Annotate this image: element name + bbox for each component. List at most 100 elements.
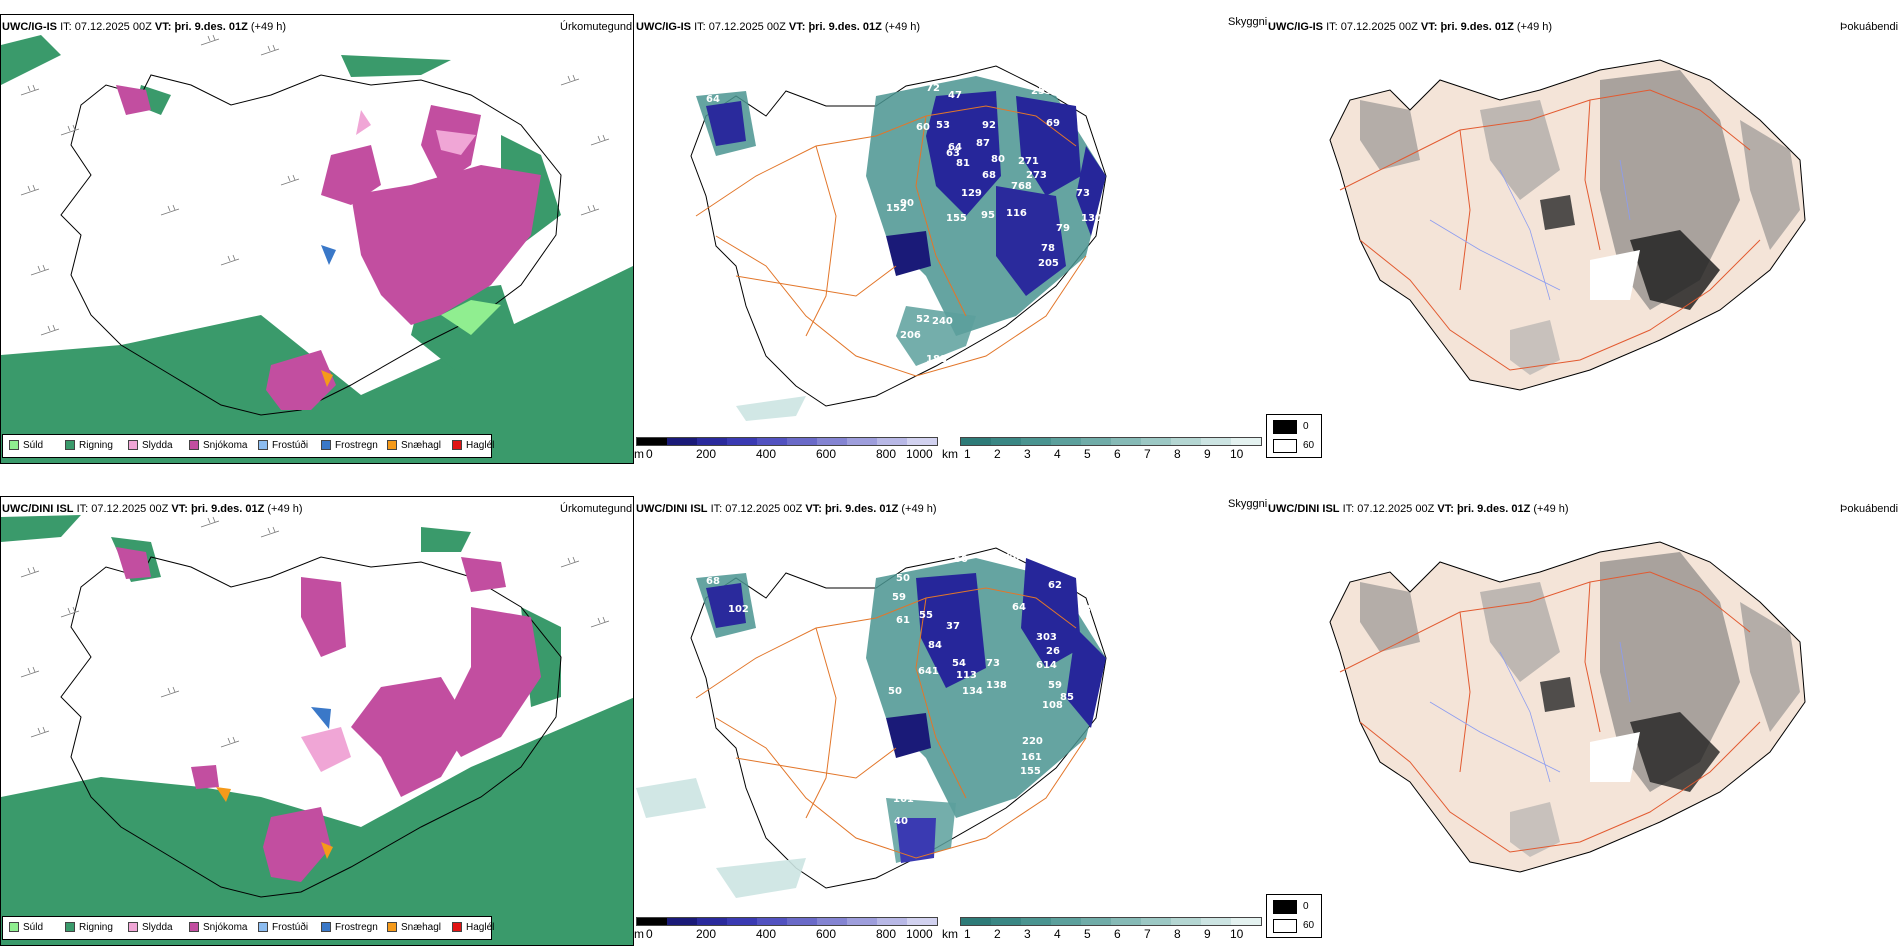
cloud-visibility-map: 104 68 68 102 50 59 61 55 84 641 37 60 80 64 62 34 303 26… <box>636 545 1107 898</box>
precip-panel-title: UWC/DINI ISL IT: 07.12.2025 00Z VT: þri.… <box>2 503 303 515</box>
cloud-base-label: 95 <box>981 210 995 221</box>
legend-swatch-ice-pellets <box>387 440 397 451</box>
cloud-base-label: 62 <box>1048 580 1062 591</box>
legend-swatch-freezing-rain <box>321 922 331 933</box>
forecast-row-ig-is: UWC/IG-IS IT: 07.12.2025 00Z VT: þri. 9.… <box>0 0 1900 470</box>
cloud-base-label: 104 <box>726 545 747 556</box>
sleet-area <box>301 727 351 772</box>
wind-barbs <box>20 34 610 336</box>
cloud-ceiling-area <box>1021 558 1081 668</box>
cloud-ceiling-area <box>926 91 1001 216</box>
cloud-base-label: 614 <box>1036 660 1057 671</box>
cloud-ceiling-area <box>1076 146 1106 236</box>
snow-area <box>116 85 151 115</box>
snow-area <box>301 577 346 657</box>
cloud-base-label: 60 <box>916 122 930 133</box>
cloud-base-label: 113 <box>956 670 977 681</box>
cloud-panel-label: Skyggni <box>1228 498 1268 510</box>
cloud-base-label: 53 <box>936 120 950 131</box>
cloud-layer <box>736 396 806 421</box>
legend-swatch-ice-pellets <box>387 922 397 933</box>
river-network <box>1429 159 1631 301</box>
road-network <box>1339 89 1761 371</box>
cloud-base-label: 59 <box>892 592 906 603</box>
cloud-base-label: 155 <box>946 213 967 224</box>
freezing-rain-area <box>311 707 331 729</box>
height-colorbar <box>636 437 938 446</box>
snow-area <box>461 557 506 592</box>
fog-legend-dark-swatch <box>1273 900 1297 914</box>
fog-panel-title: UWC/IG-IS IT: 07.12.2025 00Z VT: þri. 9.… <box>1268 21 1553 33</box>
cloud-base-label: 118 <box>1076 98 1097 109</box>
cloud-ceiling-area <box>896 818 936 863</box>
cloud-base-label: 92 <box>982 120 996 131</box>
cloud-layer <box>896 306 976 366</box>
cloud-ceiling-area <box>706 101 746 146</box>
fog-legend-dark-swatch <box>1273 420 1297 434</box>
cloud-ceiling-area <box>916 573 986 688</box>
cloud-ceiling-area <box>1016 96 1081 196</box>
cloud-base-label: 69 <box>1046 118 1060 129</box>
cloud-visibility-panel: 104 68 68 102 50 59 61 55 84 641 37 60 80 64 62 34 303 26… <box>636 518 1268 912</box>
legend-swatch-sleet <box>128 922 138 933</box>
fog-panel-title: UWC/DINI ISL IT: 07.12.2025 00Z VT: þri.… <box>1268 503 1569 515</box>
cloud-ceiling-area <box>1066 628 1106 728</box>
legend-swatch-freezing-drizzle <box>258 440 268 451</box>
cloud-base-label: 161 <box>1021 752 1042 763</box>
cloud-base-label: 205 <box>1038 258 1059 269</box>
cloud-ceiling-area <box>706 583 746 628</box>
snow-area <box>351 677 471 797</box>
cloud-base-label: 64 <box>948 142 962 153</box>
fog-area <box>1480 582 1560 682</box>
iceland-outline <box>60 556 562 898</box>
precip-panel-label: Úrkomutegund <box>560 503 633 515</box>
fog-legend: 0 60 <box>1266 414 1322 458</box>
fog-area <box>1630 712 1720 792</box>
forecast-row-dini-isl: UWC/DINI ISL IT: 07.12.2025 00Z VT: þri.… <box>0 480 1900 950</box>
cloud-base-label: 60 <box>954 554 968 565</box>
legend-swatch-drizzle <box>9 440 19 451</box>
glacier-area <box>1590 732 1640 782</box>
snow-area <box>116 547 151 579</box>
cloud-base-label: 79 <box>1056 223 1070 234</box>
cloud-base-label: 34 <box>1084 604 1098 615</box>
fog-area <box>1510 802 1560 857</box>
fog-area <box>1360 582 1420 652</box>
cloud-base-label: 55 <box>919 610 933 621</box>
cloud-base-label: 85 <box>1060 692 1074 703</box>
height-colorbar-labels: m 0 200 400 600 800 1000 <box>634 927 933 941</box>
fog-area <box>1510 320 1560 375</box>
cloud-base-label: 68 <box>706 576 720 587</box>
fog-index-map <box>1329 541 1806 873</box>
legend-swatch-freezing-rain <box>321 440 331 451</box>
cloud-base-label: 64 <box>1012 602 1026 613</box>
cloud-base-label: 78 <box>1041 243 1055 254</box>
cloud-base-label: 130 <box>1081 213 1102 224</box>
snow-area <box>263 807 331 882</box>
cloud-base-label: 64 <box>706 94 720 105</box>
cloud-base-label: 68 <box>752 556 766 567</box>
fog-panel-label: Þokuábendi <box>1840 503 1899 515</box>
cloud-ceiling-area <box>996 186 1066 296</box>
cloud-base-label: 641 <box>918 666 939 677</box>
visibility-colorbar-labels: km 1 2 3 4 5 6 7 8 9 10 <box>942 447 1244 461</box>
snow-area <box>266 350 336 410</box>
cloud-base-label: 161 <box>893 794 914 805</box>
cloud-base-label: 152 <box>886 203 907 214</box>
fog-index-map <box>1329 59 1806 391</box>
fog-area <box>1630 230 1720 310</box>
cloud-base-label: 138 <box>986 680 1007 691</box>
precip-panel-title: UWC/IG-IS IT: 07.12.2025 00Z VT: þri. 9.… <box>2 21 287 33</box>
road-network <box>695 587 1087 859</box>
cloud-base-label: 63 <box>946 148 960 159</box>
fog-legend: 0 60 <box>1266 894 1322 938</box>
cloud-base-label: 73 <box>986 658 1000 669</box>
cloud-base-label: 72 <box>926 83 940 94</box>
cloud-base-label: 90 <box>900 198 914 209</box>
fog-area <box>1740 602 1800 732</box>
precip-panel-label: Úrkomutegund <box>560 21 633 33</box>
cloud-ceiling-area <box>886 231 931 276</box>
cloud-base-label: 155 <box>1020 766 1041 777</box>
height-colorbar <box>636 917 938 926</box>
ice-pellets-area <box>321 842 333 859</box>
